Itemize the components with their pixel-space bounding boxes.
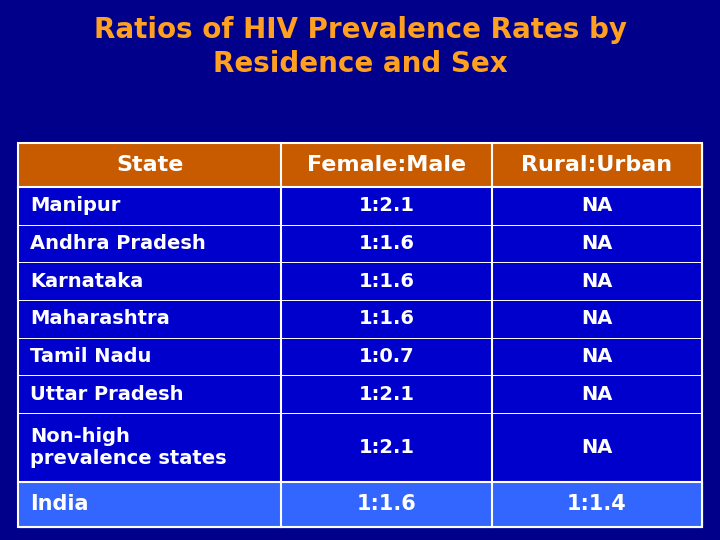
Bar xyxy=(492,300,702,338)
Text: Karnataka: Karnataka xyxy=(30,272,143,291)
Text: 1:1.6: 1:1.6 xyxy=(359,272,415,291)
Bar xyxy=(282,300,492,338)
Bar xyxy=(18,482,282,526)
Bar xyxy=(282,413,492,482)
Text: NA: NA xyxy=(581,347,613,366)
Bar xyxy=(492,187,702,225)
Bar xyxy=(18,338,282,375)
Bar xyxy=(18,225,282,262)
Text: Non-high
prevalence states: Non-high prevalence states xyxy=(30,427,227,468)
Text: Manipur: Manipur xyxy=(30,197,121,215)
Bar xyxy=(282,143,492,187)
Bar xyxy=(18,187,282,225)
Text: Tamil Nadu: Tamil Nadu xyxy=(30,347,152,366)
Bar xyxy=(492,225,702,262)
Text: Rural:Urban: Rural:Urban xyxy=(521,155,672,175)
Text: NA: NA xyxy=(581,272,613,291)
Text: 1:1.6: 1:1.6 xyxy=(357,495,417,515)
Text: NA: NA xyxy=(581,309,613,328)
Text: 1:2.1: 1:2.1 xyxy=(359,197,415,215)
Text: NA: NA xyxy=(581,438,613,457)
Text: Female:Male: Female:Male xyxy=(307,155,467,175)
Bar xyxy=(282,225,492,262)
Bar xyxy=(18,375,282,413)
Text: NA: NA xyxy=(581,234,613,253)
Text: 1:1.4: 1:1.4 xyxy=(567,495,627,515)
Bar xyxy=(282,187,492,225)
Text: NA: NA xyxy=(581,384,613,403)
Bar xyxy=(492,338,702,375)
Text: 1:1.6: 1:1.6 xyxy=(359,309,415,328)
Text: Ratios of HIV Prevalence Rates by
Residence and Sex: Ratios of HIV Prevalence Rates by Reside… xyxy=(94,16,626,78)
Text: 1:2.1: 1:2.1 xyxy=(359,438,415,457)
Text: NA: NA xyxy=(581,197,613,215)
Bar xyxy=(18,143,282,187)
Text: Andhra Pradesh: Andhra Pradesh xyxy=(30,234,206,253)
Text: Maharashtra: Maharashtra xyxy=(30,309,170,328)
Bar xyxy=(18,262,282,300)
Text: State: State xyxy=(116,155,184,175)
Bar xyxy=(282,375,492,413)
Bar xyxy=(492,482,702,526)
Bar xyxy=(492,413,702,482)
Text: 1:0.7: 1:0.7 xyxy=(359,347,415,366)
Bar xyxy=(492,375,702,413)
Bar xyxy=(492,262,702,300)
Bar xyxy=(18,300,282,338)
Bar xyxy=(282,338,492,375)
Text: India: India xyxy=(30,495,89,515)
Bar xyxy=(282,482,492,526)
Text: 1:2.1: 1:2.1 xyxy=(359,384,415,403)
Bar xyxy=(18,143,702,526)
Bar xyxy=(18,413,282,482)
Bar xyxy=(282,262,492,300)
Text: 1:1.6: 1:1.6 xyxy=(359,234,415,253)
Text: Uttar Pradesh: Uttar Pradesh xyxy=(30,384,184,403)
Bar xyxy=(492,143,702,187)
